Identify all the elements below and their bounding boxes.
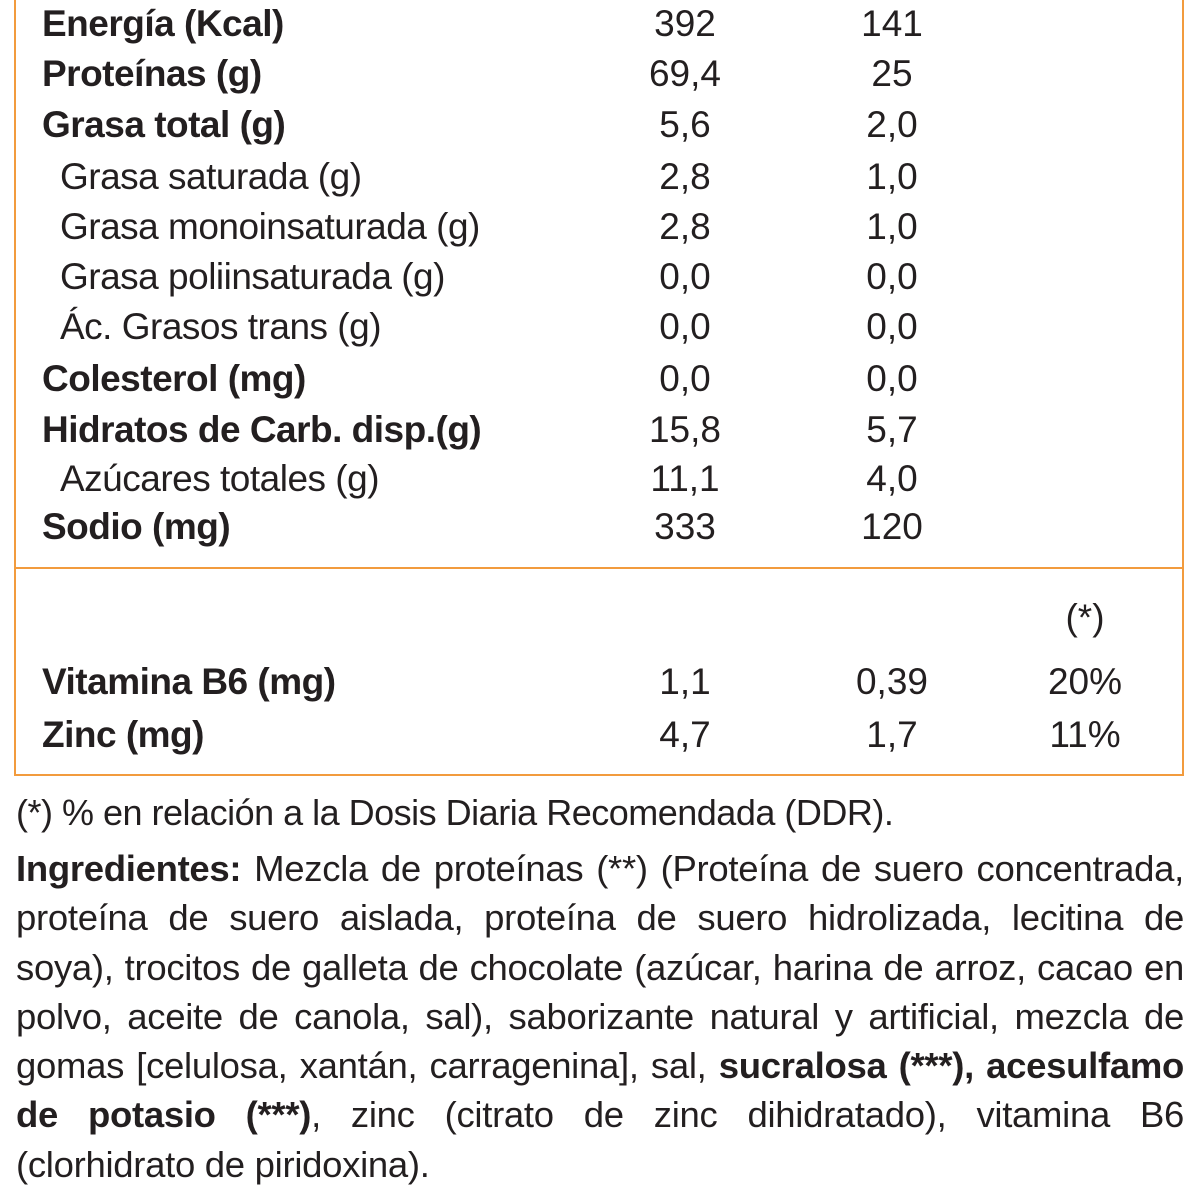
nutrition-row-colesterol: Colesterol (mg) 0,0 0,0 — [16, 353, 1182, 405]
value-per-100g: 15,8 — [648, 409, 721, 450]
value-ddr-percent: 20% — [1047, 661, 1123, 702]
value-per-100g: 4,7 — [659, 714, 711, 755]
value-per-100g: 11,1 — [650, 458, 720, 499]
value-per-portion: 0,0 — [866, 256, 918, 297]
nutrient-label: Colesterol (mg) — [42, 358, 306, 399]
nutrition-row-grasa-saturada: Grasa saturada (g) 2,8 1,0 — [16, 151, 1182, 203]
nutrient-label: Energía (Kcal) — [42, 3, 284, 44]
value-per-portion: 2,0 — [866, 104, 918, 145]
nutrition-row-azucares: Azúcares totales (g) 11,1 4,0 — [16, 453, 1182, 505]
value-per-portion: 25 — [871, 53, 913, 94]
ingredients-heading: Ingredientes: — [16, 848, 242, 889]
value-per-portion: 0,0 — [866, 306, 918, 347]
nutrient-label: Grasa poliinsaturada (g) — [60, 256, 445, 297]
nutrient-label: Azúcares totales (g) — [60, 458, 380, 499]
value-per-portion: 141 — [861, 3, 923, 44]
nutrition-row-acidos-grasos-trans: Ác. Grasos trans (g) 0,0 0,0 — [16, 301, 1182, 353]
value-per-100g: 2,8 — [659, 206, 711, 247]
nutrition-row-hidratos: Hidratos de Carb. disp.(g) 15,8 5,7 — [16, 404, 1182, 456]
value-per-portion: 1,0 — [866, 156, 918, 197]
nutrient-label: Grasa total (g) — [42, 104, 286, 145]
value-per-100g: 0,0 — [659, 256, 711, 297]
value-ddr-percent: 11% — [1049, 714, 1121, 755]
ddr-footnote: (*) % en relación a la Dosis Diaria Reco… — [16, 792, 894, 833]
value-per-100g: 392 — [654, 3, 716, 44]
value-per-portion: 4,0 — [866, 458, 918, 499]
nutrient-label: Grasa monoinsaturada (g) — [60, 206, 480, 247]
micronutrient-table: (*) Vitamina B6 (mg) 1,1 0,39 20% Zinc (… — [14, 569, 1184, 776]
value-per-portion: 120 — [861, 506, 923, 547]
nutrient-label: Vitamina B6 (mg) — [42, 661, 336, 702]
nutrition-row-energia: Energía (Kcal) 392 141 — [16, 0, 1182, 50]
value-per-100g: 2,8 — [659, 156, 711, 197]
value-per-portion: 5,7 — [866, 409, 918, 450]
value-per-100g: 0,0 — [659, 358, 711, 399]
value-per-100g: 333 — [654, 506, 716, 547]
micronutrient-row-vitamina-b6: Vitamina B6 (mg) 1,1 0,39 20% — [16, 656, 1182, 708]
micronutrient-row-zinc: Zinc (mg) 4,7 1,7 11% — [16, 709, 1182, 761]
value-per-100g: 69,4 — [648, 53, 721, 94]
nutrient-label: Grasa saturada (g) — [60, 156, 362, 197]
nutrition-row-grasa-poliinsaturada: Grasa poliinsaturada (g) 0,0 0,0 — [16, 251, 1182, 303]
value-per-100g: 0,0 — [659, 306, 711, 347]
ddr-header-row: (*) — [16, 592, 1182, 644]
ingredients-paragraph: Ingredientes: Mezcla de proteínas (**) (… — [16, 844, 1184, 1189]
value-per-portion: 1,0 — [866, 206, 918, 247]
nutrient-label: Sodio (mg) — [42, 506, 231, 547]
nutrient-label: Proteínas (g) — [42, 53, 262, 94]
ingredients-text-part1: Mezcla de proteínas (**) (Proteína de su… — [16, 848, 1184, 1087]
value-per-portion: 0,0 — [866, 358, 918, 399]
value-per-100g: 5,6 — [659, 104, 711, 145]
ingredients-text-part2: , zinc (citrato de zinc dihidratado), vi… — [16, 1094, 1184, 1185]
nutrition-table: Energía (Kcal) 392 141 Proteínas (g) 69,… — [14, 0, 1184, 569]
nutrition-row-grasa-monoinsaturada: Grasa monoinsaturada (g) 2,8 1,0 — [16, 201, 1182, 253]
value-per-100g: 1,1 — [659, 661, 711, 702]
nutrition-row-proteinas: Proteínas (g) 69,4 25 — [16, 48, 1182, 100]
nutrient-label: Hidratos de Carb. disp.(g) — [42, 409, 482, 450]
nutrient-label: Ác. Grasos trans (g) — [60, 306, 382, 347]
nutrient-label: Zinc (mg) — [42, 714, 204, 755]
ddr-column-header: (*) — [1065, 597, 1105, 638]
nutrition-row-grasa-total: Grasa total (g) 5,6 2,0 — [16, 99, 1182, 151]
ingredients-sweeteners: sucralosa (***), acesulfamo de potasio (… — [16, 1045, 1184, 1136]
value-per-portion: 1,7 — [866, 714, 918, 755]
value-per-portion: 0,39 — [855, 661, 928, 702]
nutrition-row-sodio: Sodio (mg) 333 120 — [16, 501, 1182, 553]
